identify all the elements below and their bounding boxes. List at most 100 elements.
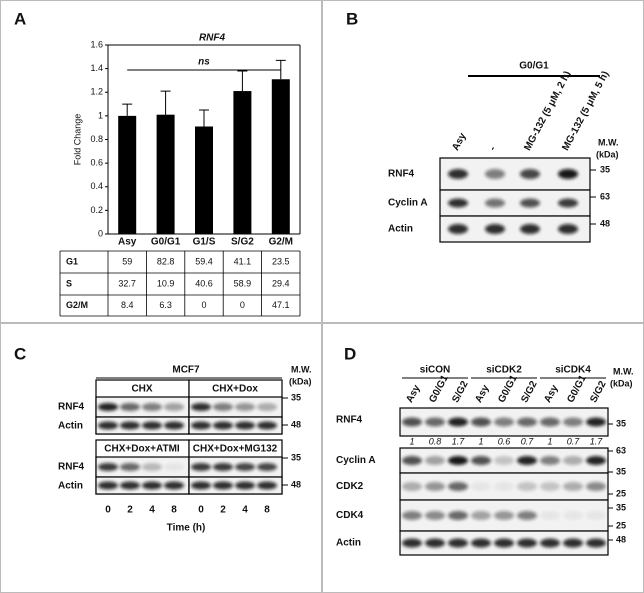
- band: [471, 417, 491, 427]
- band: [586, 417, 606, 427]
- band: [257, 463, 277, 471]
- blot-title: CHX: [131, 384, 152, 395]
- band: [558, 198, 578, 208]
- mw-label: M.W.: [291, 364, 312, 374]
- table-row-label: G2/M: [66, 300, 88, 310]
- band: [563, 417, 583, 427]
- panel-border: [0, 0, 322, 323]
- table-cell: 10.9: [157, 278, 175, 288]
- band: [494, 456, 514, 465]
- mw-label: (kDa): [289, 376, 312, 386]
- y-tick-label: 0.4: [90, 181, 103, 191]
- time-label: 0: [105, 505, 111, 516]
- mw-marker: 35: [600, 164, 610, 174]
- annotation: ns: [198, 57, 210, 68]
- band: [520, 169, 540, 179]
- time-label: 2: [127, 505, 133, 516]
- band: [142, 463, 162, 471]
- band: [402, 456, 422, 465]
- error-bar: [199, 109, 209, 127]
- mw-label: (kDa): [596, 149, 619, 159]
- panel-letter: A: [14, 9, 26, 28]
- table-cell: 0: [240, 300, 245, 310]
- y-tick-label: 0: [98, 228, 103, 238]
- band: [142, 403, 162, 411]
- band: [586, 511, 606, 520]
- panel-letter: C: [14, 344, 26, 363]
- band: [402, 417, 422, 427]
- band: [448, 511, 468, 520]
- bar: [233, 91, 252, 234]
- panel-letter: B: [346, 9, 358, 28]
- quant-label: 0.7: [567, 436, 581, 446]
- row-label: RNF4: [58, 462, 85, 473]
- band: [213, 463, 233, 471]
- band: [164, 403, 184, 411]
- blot-title: CHX+Dox+MG132: [193, 444, 278, 455]
- band: [517, 538, 537, 548]
- mw-marker: 48: [616, 534, 626, 544]
- time-label: 4: [149, 505, 155, 516]
- band: [485, 198, 505, 208]
- band: [142, 421, 162, 430]
- band: [520, 198, 540, 208]
- y-tick-label: 0.6: [90, 158, 103, 168]
- table-cell: 82.8: [157, 256, 175, 266]
- group-label: siCON: [420, 365, 451, 376]
- band: [558, 169, 578, 179]
- band: [235, 463, 255, 471]
- blot-title: CHX+Dox: [212, 384, 258, 395]
- x-tick-label: S/G2: [231, 237, 254, 248]
- band: [540, 511, 560, 520]
- x-tick-label: G2/M: [269, 237, 293, 248]
- error-bar: [237, 70, 248, 92]
- band: [164, 421, 184, 430]
- mw-label: (kDa): [610, 378, 633, 388]
- error-bar: [122, 103, 133, 116]
- mw-marker: 35: [616, 502, 626, 512]
- band: [563, 456, 583, 465]
- group-label: siCDK2: [486, 365, 522, 376]
- band: [494, 511, 514, 520]
- band: [540, 417, 560, 427]
- blot-title: CHX+Dox+ATMI: [104, 444, 180, 455]
- mw-marker: 63: [616, 445, 626, 455]
- band: [558, 224, 578, 234]
- band: [191, 403, 211, 411]
- band: [448, 482, 468, 491]
- quant-label: 1: [547, 436, 552, 446]
- band: [142, 481, 162, 490]
- lane-label: Asy: [542, 383, 561, 405]
- band: [586, 538, 606, 548]
- band: [448, 198, 468, 208]
- band: [235, 403, 255, 411]
- table-cell: 41.1: [234, 256, 252, 266]
- band: [425, 482, 445, 491]
- band: [448, 224, 468, 234]
- band: [98, 481, 118, 490]
- band: [517, 456, 537, 465]
- table-cell: 59: [122, 256, 132, 266]
- chart-title: RNF4: [199, 33, 226, 44]
- time-label: 8: [264, 505, 270, 516]
- error-bar: [275, 59, 286, 80]
- lane-label: Asy: [473, 383, 492, 405]
- lane-label: -: [487, 145, 498, 153]
- y-tick-label: 1.2: [90, 87, 103, 97]
- band: [235, 421, 255, 430]
- mw-label: M.W.: [613, 366, 634, 376]
- row-label: Actin: [388, 224, 413, 235]
- table-cell: 32.7: [118, 278, 136, 288]
- row-label: CDK2: [336, 481, 364, 492]
- band: [540, 456, 560, 465]
- quant-label: 1: [478, 436, 483, 446]
- band: [494, 417, 514, 427]
- band: [563, 482, 583, 491]
- quant-label: 0.7: [521, 436, 535, 446]
- band: [517, 482, 537, 491]
- time-label: 4: [242, 505, 248, 516]
- band: [402, 482, 422, 491]
- table-cell: 59.4: [195, 256, 213, 266]
- band: [517, 511, 537, 520]
- table-cell: 40.6: [195, 278, 213, 288]
